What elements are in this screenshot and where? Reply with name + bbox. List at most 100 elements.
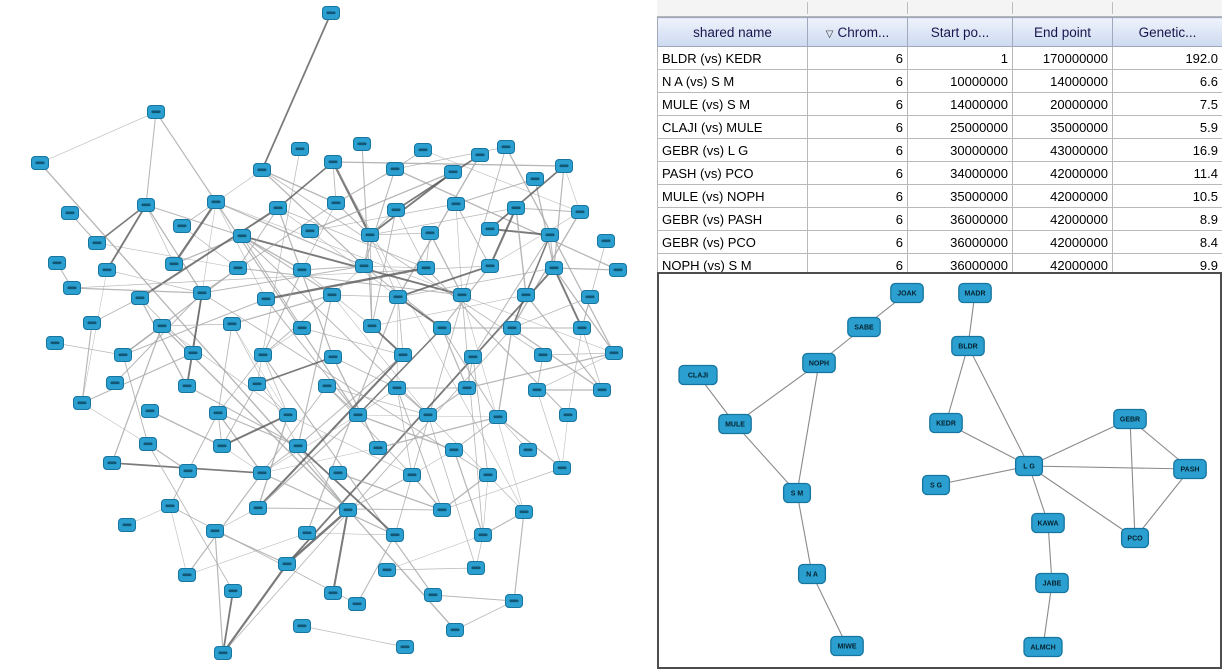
network-edge[interactable] bbox=[71, 287, 203, 294]
network-edge[interactable] bbox=[489, 211, 581, 267]
column-header-genetic---[interactable]: Genetic... bbox=[1112, 17, 1222, 47]
network-edge[interactable] bbox=[96, 204, 147, 244]
network-edge[interactable] bbox=[301, 625, 406, 648]
table-cell[interactable]: 42000000 bbox=[1012, 184, 1113, 208]
network-edge[interactable] bbox=[511, 296, 591, 329]
network-edge[interactable] bbox=[397, 154, 481, 298]
network-edge[interactable] bbox=[301, 327, 404, 356]
network-node[interactable]: MADR bbox=[958, 282, 992, 304]
network-edge[interactable] bbox=[369, 234, 373, 327]
table-row[interactable]: MULE (vs) S M 6 14000000 20000000 7.5 bbox=[657, 92, 1222, 116]
column-header-shared-name[interactable]: shared name bbox=[657, 17, 808, 47]
network-node[interactable]: S M bbox=[782, 482, 812, 504]
network-edge[interactable] bbox=[332, 356, 398, 389]
network-edge[interactable] bbox=[256, 148, 301, 385]
network-edge[interactable] bbox=[935, 465, 1030, 486]
network-edge[interactable] bbox=[332, 161, 525, 513]
network-edge[interactable] bbox=[241, 235, 303, 271]
network-node[interactable]: SABE bbox=[847, 316, 881, 338]
network-edge[interactable] bbox=[1129, 418, 1136, 539]
network-edge[interactable] bbox=[811, 573, 848, 647]
network-edge[interactable] bbox=[369, 207, 517, 236]
network-edge[interactable] bbox=[309, 171, 454, 232]
network-edge[interactable] bbox=[297, 294, 333, 447]
network-edge[interactable] bbox=[455, 203, 463, 296]
network-node[interactable]: GEBR bbox=[1113, 408, 1147, 430]
network-edge[interactable] bbox=[221, 414, 289, 447]
table-row[interactable]: PASH (vs) PCO 6 34000000 42000000 11.4 bbox=[657, 161, 1222, 185]
network-edge[interactable] bbox=[489, 165, 565, 230]
network-edge[interactable] bbox=[371, 209, 397, 327]
main-network-view[interactable] bbox=[0, 0, 650, 669]
table-cell[interactable]: 170000000 bbox=[1012, 46, 1113, 70]
network-edge[interactable] bbox=[217, 354, 264, 414]
network-edge[interactable] bbox=[265, 298, 359, 416]
network-edge[interactable] bbox=[369, 232, 431, 236]
network-node[interactable]: NOPH bbox=[802, 352, 836, 374]
network-edge[interactable] bbox=[513, 511, 525, 602]
network-edge[interactable] bbox=[466, 352, 615, 389]
network-edge[interactable] bbox=[301, 202, 337, 271]
network-edge[interactable] bbox=[231, 294, 333, 325]
network-edge[interactable] bbox=[81, 322, 93, 404]
network-edge[interactable] bbox=[497, 327, 513, 418]
network-edge[interactable] bbox=[155, 111, 217, 203]
network-edge[interactable] bbox=[261, 169, 544, 356]
filter-icon[interactable]: ▽ bbox=[825, 28, 834, 40]
table-cell[interactable]: 30000000 bbox=[907, 138, 1013, 162]
network-edge[interactable] bbox=[181, 225, 239, 269]
network-edge[interactable] bbox=[332, 161, 565, 167]
network-edge[interactable] bbox=[332, 356, 379, 449]
network-edge[interactable] bbox=[429, 232, 463, 296]
network-edge[interactable] bbox=[81, 269, 108, 404]
filtered-network-view[interactable]: JOAK MADR SABE BLDR NOPH CLAJI KEDR GEBR MULE L G… bbox=[657, 272, 1222, 669]
network-edge[interactable] bbox=[553, 267, 619, 271]
column-header-end-point[interactable]: End point bbox=[1012, 17, 1113, 47]
network-edge[interactable] bbox=[111, 325, 163, 464]
table-cell[interactable]: 6 bbox=[807, 69, 908, 93]
network-edge[interactable] bbox=[432, 594, 515, 602]
network-edge[interactable] bbox=[241, 235, 333, 296]
network-edge[interactable] bbox=[482, 474, 489, 536]
table-row[interactable]: MULE (vs) NOPH 6 35000000 42000000 10.5 bbox=[657, 184, 1222, 208]
network-edge[interactable] bbox=[265, 266, 427, 301]
network-edge[interactable] bbox=[536, 389, 563, 469]
network-node[interactable]: S G bbox=[921, 474, 951, 496]
table-cell[interactable]: 34000000 bbox=[907, 161, 1013, 185]
network-edge[interactable] bbox=[106, 269, 203, 294]
table-cell[interactable]: 11.4 bbox=[1112, 161, 1222, 185]
network-edge[interactable] bbox=[169, 505, 188, 576]
network-edge[interactable] bbox=[262, 269, 303, 356]
table-row[interactable]: GEBR (vs) PASH 6 36000000 42000000 8.9 bbox=[657, 207, 1222, 231]
table-cell[interactable]: 10.5 bbox=[1112, 184, 1222, 208]
network-edge[interactable] bbox=[967, 345, 1030, 467]
network-edge[interactable] bbox=[186, 532, 308, 576]
network-edge[interactable] bbox=[139, 297, 188, 387]
network-edge[interactable] bbox=[453, 449, 484, 536]
network-edge[interactable] bbox=[489, 207, 517, 267]
network-edge[interactable] bbox=[515, 207, 527, 296]
network-edge[interactable] bbox=[394, 168, 619, 271]
network-edge[interactable] bbox=[511, 327, 603, 391]
network-node[interactable]: JOAK bbox=[890, 282, 924, 304]
network-edge[interactable] bbox=[553, 165, 565, 269]
network-edge[interactable] bbox=[371, 294, 527, 327]
network-edge[interactable] bbox=[261, 414, 359, 474]
table-cell[interactable]: 14000000 bbox=[1012, 69, 1113, 93]
network-edge[interactable] bbox=[169, 412, 219, 507]
network-edge[interactable] bbox=[396, 387, 413, 476]
table-cell[interactable]: 14000000 bbox=[907, 92, 1013, 116]
network-edge[interactable] bbox=[945, 345, 969, 424]
network-edge[interactable] bbox=[297, 445, 396, 536]
network-edge[interactable] bbox=[511, 234, 551, 329]
network-edge[interactable] bbox=[331, 294, 429, 416]
network-edge[interactable] bbox=[326, 385, 413, 476]
network-node[interactable]: PCO bbox=[1120, 527, 1150, 549]
table-cell[interactable]: BLDR (vs) KEDR bbox=[657, 46, 808, 70]
table-cell[interactable]: 42000000 bbox=[1012, 207, 1113, 231]
network-edge[interactable] bbox=[261, 385, 328, 474]
table-cell[interactable]: 6 bbox=[807, 115, 908, 139]
network-edge[interactable] bbox=[145, 204, 203, 294]
network-edge[interactable] bbox=[397, 267, 555, 298]
network-edge[interactable] bbox=[356, 534, 396, 605]
